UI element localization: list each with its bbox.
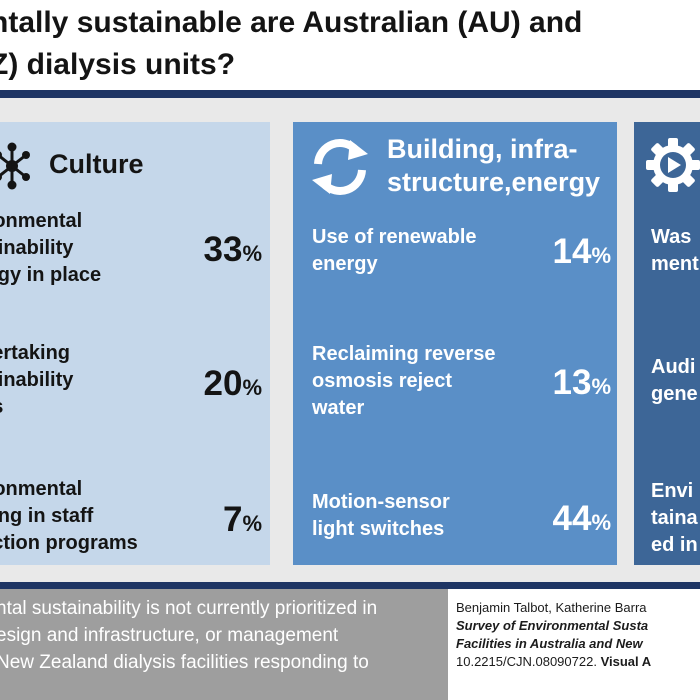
label-line: light switches [312, 518, 445, 540]
refresh-icon [312, 139, 368, 195]
gear-play-icon [646, 138, 700, 192]
waste-panel: Was ment Audi gene Envi taina ed in [634, 122, 700, 565]
label-line: water [312, 397, 365, 419]
label-line: ment [651, 253, 699, 275]
label-line: ironmental [0, 210, 83, 232]
conclusion-box: ntal sustainability is not currently pri… [0, 589, 448, 700]
label-line: dertaking [0, 342, 71, 364]
value-unit: % [591, 243, 611, 268]
label-line: ed in [651, 534, 698, 556]
item-label: Use of renewable energy [312, 224, 477, 278]
label-line: Motion-sensor [312, 491, 450, 513]
label-line: its [0, 394, 73, 421]
citation-doi: 10.2215/CJN.08090722. [456, 654, 597, 669]
item-value: 33% [204, 230, 263, 274]
citation-doi-line: 10.2215/CJN.08090722. Visual A [456, 653, 700, 671]
value-unit: % [591, 374, 611, 399]
item-label: ironmental tainability tegy in place [0, 208, 101, 289]
label-line: tainability [0, 369, 74, 391]
value-unit: % [242, 375, 262, 400]
label-line: Envi [651, 480, 694, 502]
item-value: 13% [553, 363, 612, 407]
conclusion-line: New Zealand dialysis facilities respondi… [0, 652, 369, 673]
item-value: 20% [204, 364, 263, 408]
network-icon [0, 142, 30, 190]
item-label: Reclaiming reverse osmosis reject water [312, 341, 495, 422]
bottom-divider [0, 582, 700, 589]
label-line: uction programs [0, 532, 138, 554]
label-line: taina [651, 507, 698, 529]
building-panel: Building, infra- structure,energy Use of… [293, 122, 617, 565]
item-label: Motion-sensor light switches [312, 489, 450, 543]
title-line-1: ntally sustainable are Australian (AU) a… [0, 6, 583, 39]
culture-panel: Culture ironmental tainability tegy in p… [0, 122, 270, 565]
conclusion-line: ntal sustainability is not currently pri… [0, 598, 378, 619]
building-heading: Building, infra- structure,energy [387, 133, 600, 199]
top-divider [0, 90, 700, 98]
value-unit: % [242, 511, 262, 536]
heading-line: Building, infra- [387, 134, 578, 164]
label-line: Reclaiming reverse [312, 343, 496, 365]
citation-title-line: Survey of Environmental Susta [456, 618, 649, 633]
item-value: 14% [553, 232, 612, 276]
item-label: dertaking tainability its [0, 340, 73, 421]
item-label: Audi gene [651, 354, 698, 408]
value-number: 7 [222, 500, 243, 539]
label-line: gene [651, 383, 698, 405]
value-number: 13 [552, 363, 592, 402]
label-line: ning in staff [0, 505, 94, 527]
label-line: osmosis reject [312, 370, 453, 392]
label-line: energy [312, 253, 378, 275]
citation-authors: Benjamin Talbot, Katherine Barra [456, 600, 647, 615]
value-number: 44 [552, 499, 592, 538]
label-line: ironmental [0, 478, 83, 500]
conclusion-line: esign and infrastructure, or management [0, 625, 339, 646]
value-unit: % [242, 241, 262, 266]
value-unit: % [591, 510, 611, 535]
label-line: Audi [651, 356, 696, 378]
item-label: Was ment [651, 224, 699, 278]
label-line: tainability [0, 237, 74, 259]
culture-heading: Culture [49, 149, 144, 179]
item-label: Envi taina ed in [651, 478, 698, 559]
value-number: 14 [552, 232, 592, 271]
value-number: 33 [203, 230, 243, 269]
infographic-title: ntally sustainable are Australian (AU) a… [0, 2, 700, 86]
label-line: tegy in place [0, 264, 102, 286]
citation-visual-label: Visual A [600, 654, 652, 669]
heading-line: structure,energy [387, 167, 601, 197]
citation-title-line: Facilities in Australia and New [456, 636, 643, 651]
label-line: Use of renewable [312, 226, 477, 248]
title-line-2: Z) dialysis units? [0, 48, 236, 81]
value-number: 20 [203, 364, 243, 403]
item-label: ironmental ning in staff uction programs [0, 476, 138, 557]
item-value: 7% [223, 500, 262, 544]
item-value: 44% [553, 499, 612, 543]
citation-block: Benjamin Talbot, Katherine Barra Survey … [456, 599, 700, 700]
label-line: Was [651, 226, 692, 248]
